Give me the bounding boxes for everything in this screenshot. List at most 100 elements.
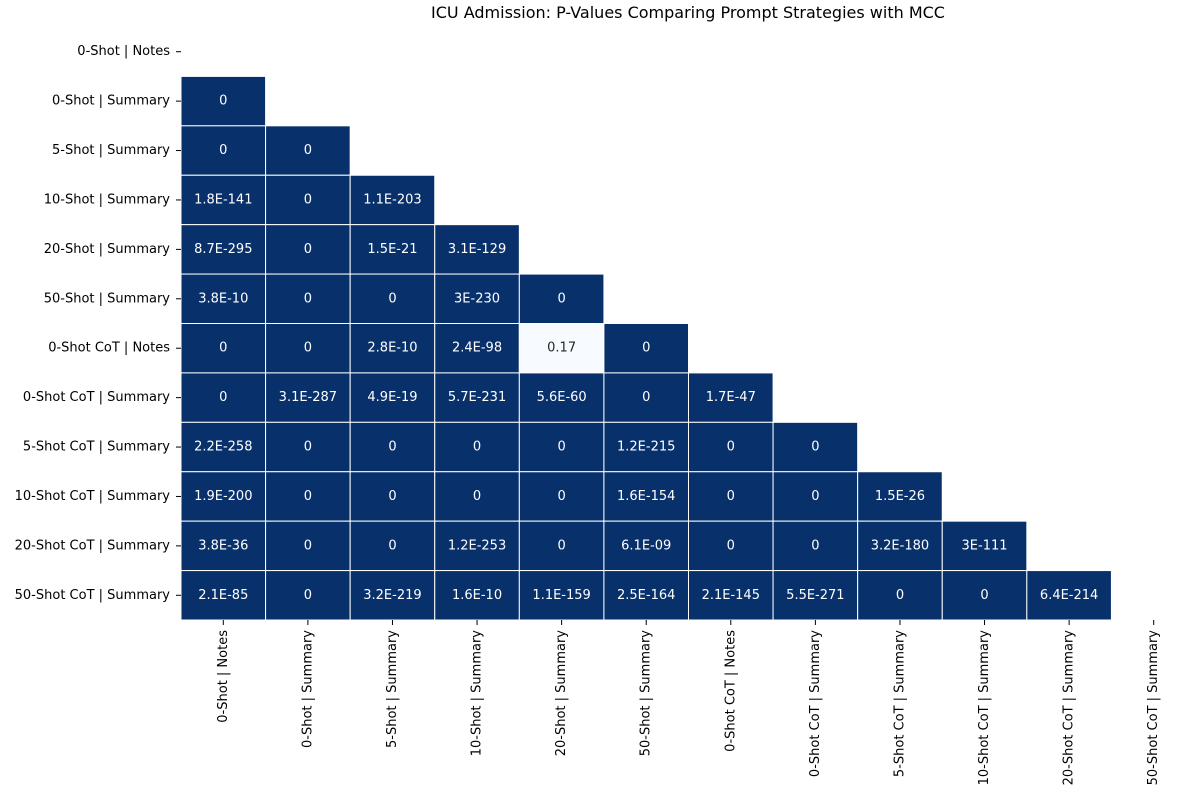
column-tick-label: 20-Shot | Summary [554, 630, 569, 757]
row-tick-label: 50-Shot | Summary [44, 291, 171, 306]
cell-value-label: 0 [219, 390, 227, 405]
column-tick-label: 0-Shot | Notes [216, 630, 231, 723]
heatmap-cell [941, 520, 1028, 572]
heatmap-cell [265, 125, 351, 176]
cell-value-label: 8.7E-295 [194, 242, 252, 257]
column-tick-label: 0-Shot CoT | Notes [723, 630, 738, 752]
heatmap-cell [603, 471, 690, 522]
cell-value-label: 0 [896, 588, 904, 603]
cell-value-label: 0 [219, 94, 227, 109]
cell-value-label: 3E-111 [962, 538, 1008, 553]
cell-value-label: 0.17 [547, 341, 576, 356]
cell-value-label: 2.1E-85 [198, 588, 248, 603]
cell-value-label: 1.5E-26 [875, 489, 925, 504]
cell-value-label: 0 [304, 143, 312, 158]
heatmap-cell [518, 520, 605, 572]
heatmap-cell [688, 471, 774, 522]
cell-value-label: 1.8E-141 [194, 192, 252, 207]
cell-value-label: 2.5E-164 [617, 588, 675, 603]
cell-value-label: 0 [304, 291, 312, 306]
heatmap-cell [265, 372, 351, 423]
heatmap-cell [772, 520, 859, 572]
cell-value-label: 5.5E-271 [786, 588, 844, 603]
column-tick-label: 50-Shot | Summary [639, 630, 654, 757]
heatmap-cell [265, 520, 351, 572]
heatmap-cells: 0 0 0 1.8E-141 0 1.1E-203 8.7E-295 0 1.5E-21 3.1E… [180, 75, 1112, 621]
cell-value-label: 0 [557, 291, 565, 306]
heatmap-cell [603, 323, 690, 374]
heatmap-cell [180, 520, 267, 572]
cell-value-label: 0 [304, 440, 312, 455]
heatmap-cell [1026, 570, 1112, 621]
cell-value-label: 0 [473, 489, 481, 504]
cell-value-label: 0 [219, 341, 227, 356]
row-tick-label: 0-Shot | Summary [52, 94, 170, 109]
heatmap-cell [603, 520, 690, 572]
heatmap-cell [349, 174, 436, 226]
cell-value-label: 0 [388, 291, 396, 306]
cell-value-label: 1.9E-200 [194, 489, 252, 504]
cell-value-label: 3.8E-10 [198, 291, 248, 306]
chart-title: ICU Admission: P-Values Comparing Prompt… [431, 3, 945, 22]
heatmap-cell [265, 323, 351, 374]
cell-value-label: 1.2E-253 [448, 538, 506, 553]
cell-value-label: 3E-230 [454, 291, 500, 306]
cell-value-label: 0 [304, 538, 312, 553]
cell-value-label: 0 [388, 489, 396, 504]
heatmap-cell [434, 224, 520, 275]
heatmap-cell [857, 570, 943, 621]
column-tick-label: 0-Shot CoT | Summary [808, 630, 823, 777]
heatmap-cell [772, 421, 859, 473]
heatmap-cell [265, 273, 351, 325]
cell-value-label: 3.2E-219 [363, 588, 421, 603]
row-tick-label: 20-Shot | Summary [44, 242, 171, 257]
cell-value-label: 1.5E-21 [367, 242, 417, 257]
row-tick-label: 20-Shot CoT | Summary [15, 538, 171, 553]
cell-value-label: 0 [473, 440, 481, 455]
cell-value-label: 6.4E-214 [1040, 588, 1098, 603]
cell-value-label: 0 [304, 242, 312, 257]
cell-value-label: 0 [557, 538, 565, 553]
row-tick-label: 50-Shot CoT | Summary [15, 588, 171, 603]
cell-value-label: 5.6E-60 [537, 390, 587, 405]
heatmap-cell [603, 570, 690, 621]
column-tick-label: 10-Shot CoT | Summary [977, 630, 992, 786]
heatmap-cell [349, 323, 436, 374]
row-tick-label: 5-Shot | Summary [52, 143, 170, 158]
cell-value-label: 2.1E-145 [702, 588, 760, 603]
cell-value-label: 0 [811, 440, 819, 455]
heatmap-cell [349, 520, 436, 572]
cell-value-label: 0 [811, 538, 819, 553]
cell-value-label: 1.1E-203 [363, 192, 421, 207]
cell-value-label: 0 [727, 489, 735, 504]
heatmap-cell [434, 323, 520, 374]
cell-value-label: 0 [388, 440, 396, 455]
heatmap-cell [180, 421, 267, 473]
cell-value-label: 0 [388, 538, 396, 553]
cell-value-label: 2.2E-258 [194, 440, 252, 455]
cell-value-label: 0 [727, 538, 735, 553]
cell-value-label: 6.1E-09 [621, 538, 671, 553]
row-tick-label: 0-Shot CoT | Notes [48, 341, 170, 356]
column-tick-label: 5-Shot | Summary [385, 630, 400, 748]
cell-value-label: 0 [727, 440, 735, 455]
heatmap-cell [349, 471, 436, 522]
cell-value-label: 0 [304, 192, 312, 207]
column-tick-label: 10-Shot | Summary [470, 630, 485, 757]
cell-value-label: 1.7E-47 [706, 390, 756, 405]
cell-value-label: 0 [557, 440, 565, 455]
heatmap-cell [180, 570, 267, 621]
heatmap-cell [180, 372, 267, 423]
heatmap-cell [434, 471, 520, 522]
cell-value-label: 3.2E-180 [871, 538, 929, 553]
row-tick-label: 10-Shot CoT | Summary [15, 489, 171, 504]
heatmap-cell [265, 224, 351, 275]
heatmap-cell [349, 421, 436, 473]
cell-value-label: 0 [304, 588, 312, 603]
cell-value-label: 0 [811, 489, 819, 504]
column-tick-label: 50-Shot CoT | Summary [1146, 630, 1161, 786]
heatmap-cell [434, 570, 520, 621]
heatmap-cell [688, 372, 774, 423]
